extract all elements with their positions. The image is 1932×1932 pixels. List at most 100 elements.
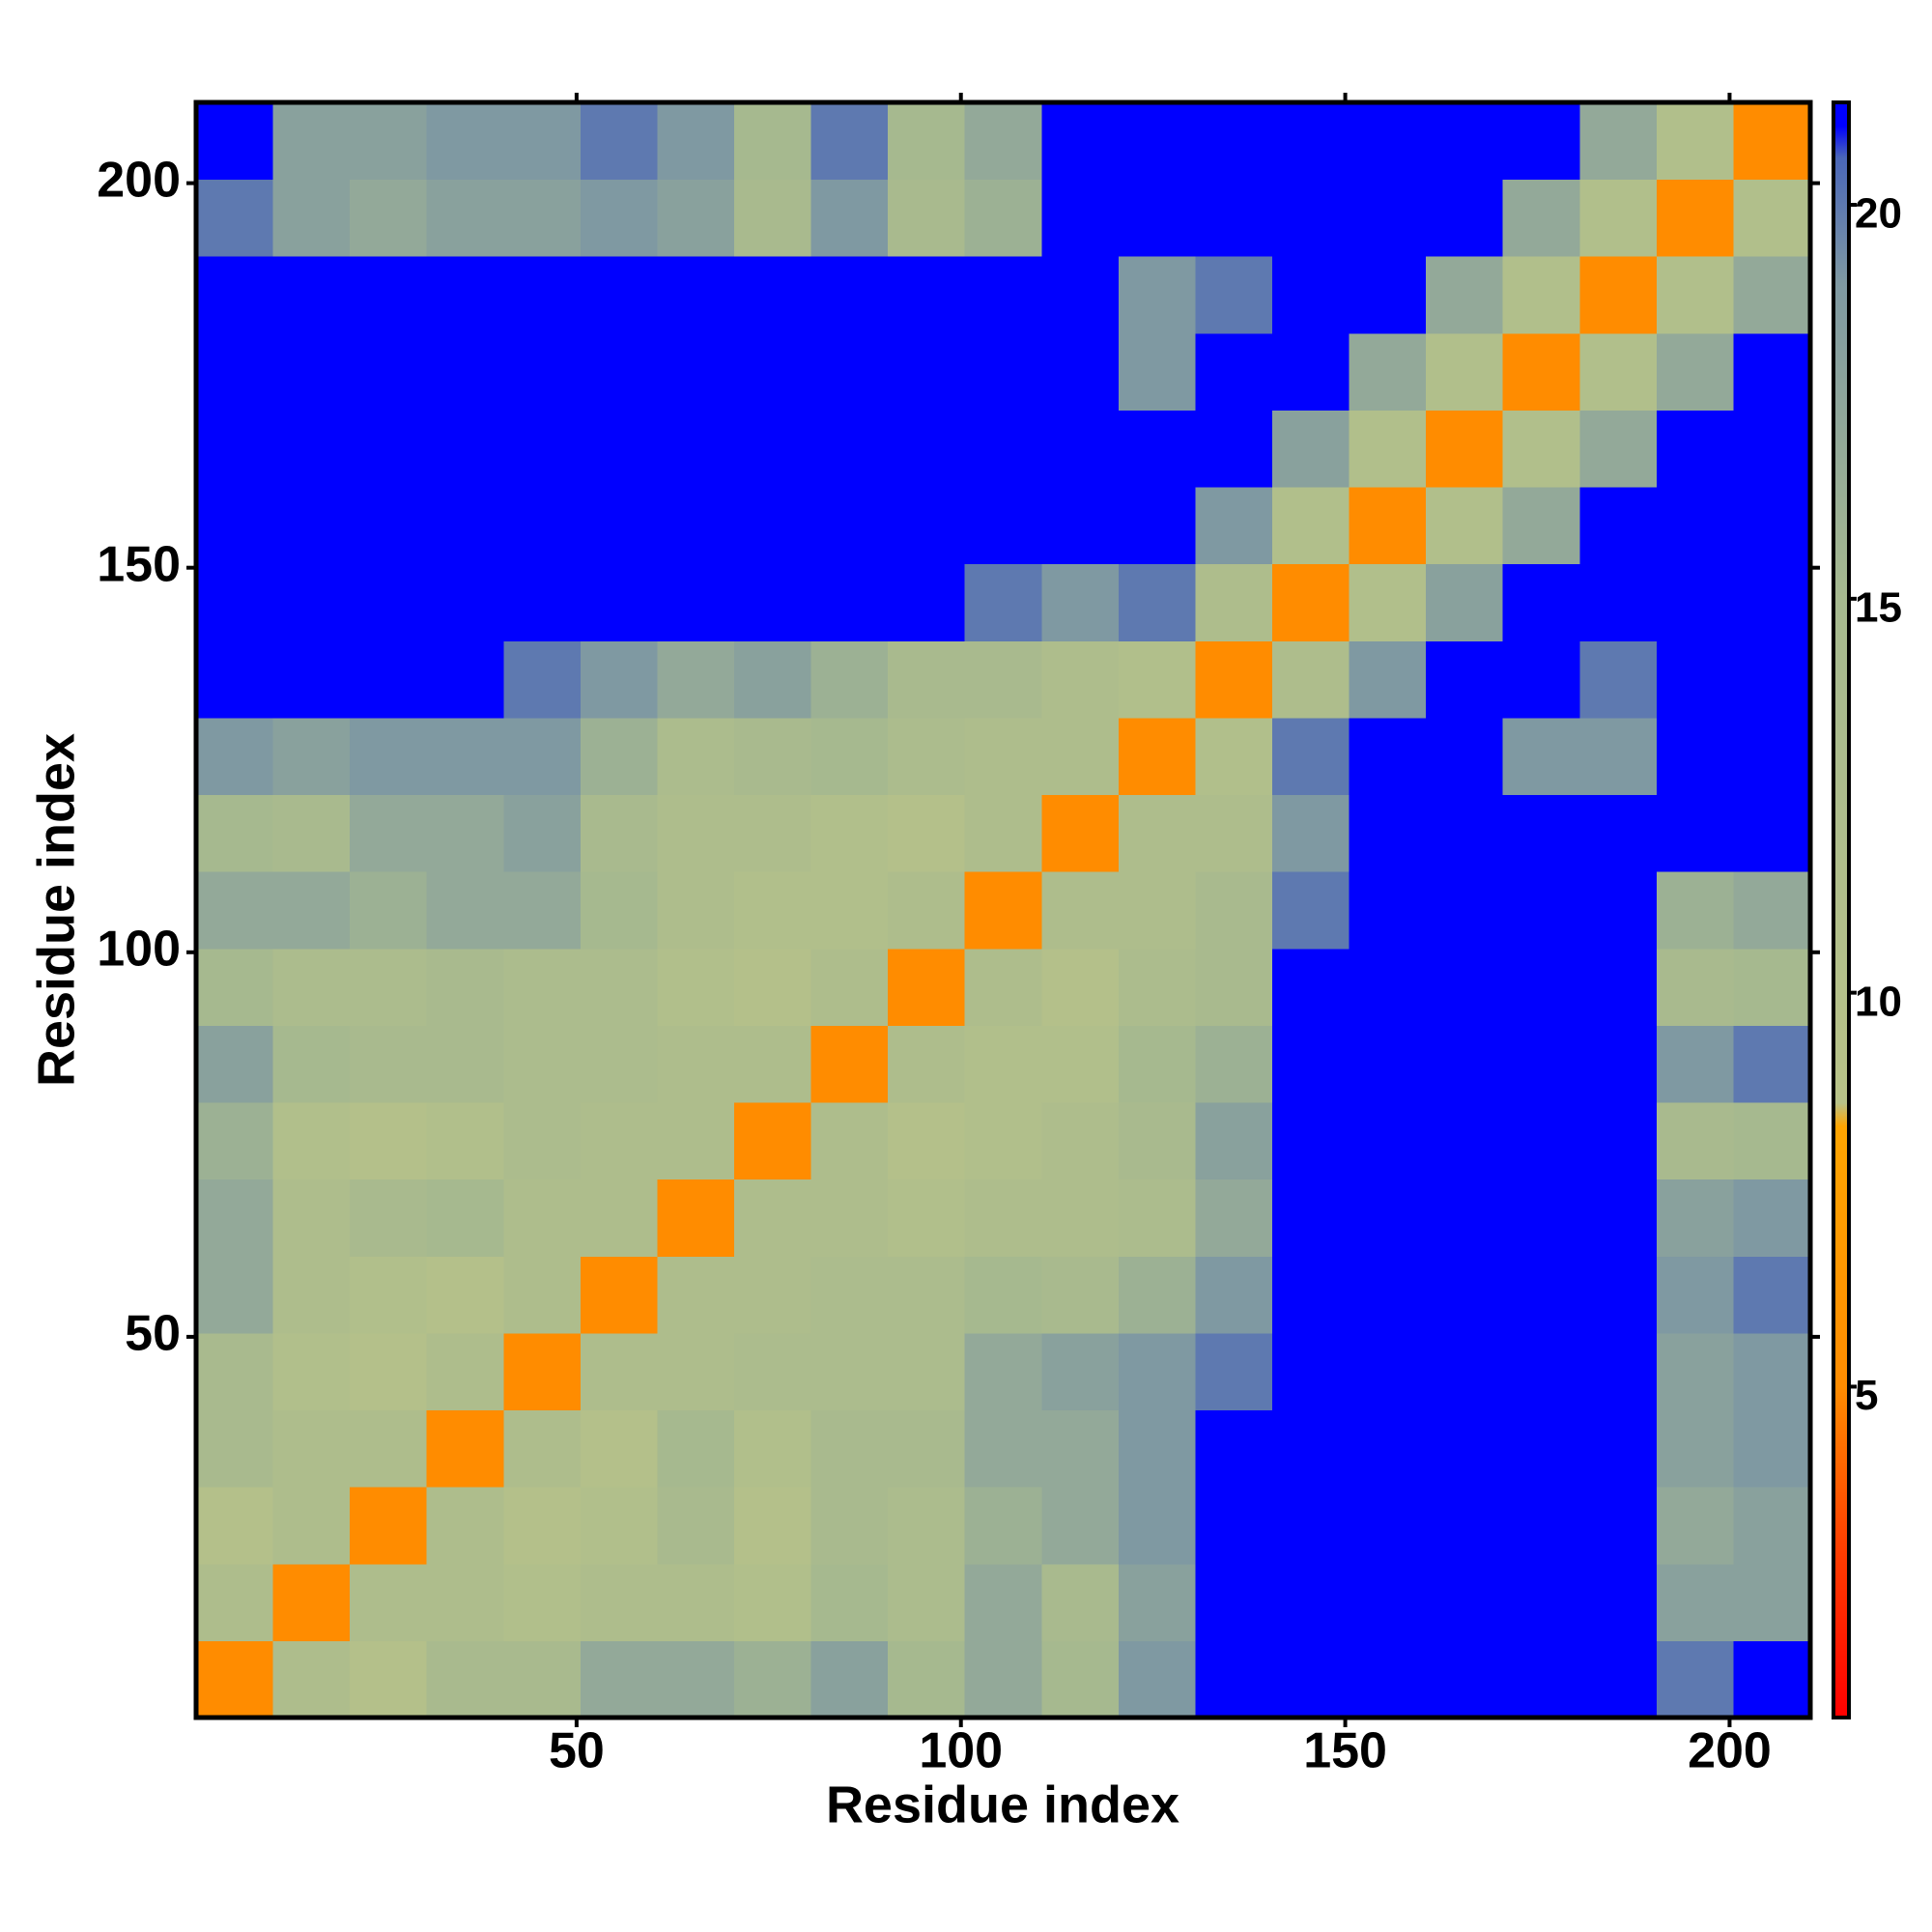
heatmap-cell — [272, 563, 351, 641]
heatmap-cell — [1349, 487, 1427, 565]
heatmap-cell — [888, 1256, 966, 1334]
heatmap-cell — [1426, 1487, 1504, 1565]
heatmap-cell — [426, 1332, 504, 1411]
heatmap-cell — [734, 256, 812, 334]
heatmap-cell — [1426, 102, 1504, 181]
heatmap-cell — [1656, 332, 1734, 411]
heatmap-cell — [810, 1640, 889, 1719]
heatmap-cell — [1579, 1563, 1658, 1641]
heatmap-cell — [580, 563, 658, 641]
heatmap-cell — [503, 1640, 582, 1719]
heatmap-cell — [1272, 717, 1350, 796]
heatmap-cell — [196, 871, 274, 950]
heatmap-cell — [888, 102, 966, 181]
heatmap-cell — [657, 1332, 735, 1411]
heatmap-cell — [888, 1640, 966, 1719]
heatmap-cell — [426, 487, 504, 565]
heatmap-cell — [1579, 1332, 1658, 1411]
heatmap-cell — [888, 1409, 966, 1488]
heatmap-cell — [964, 1640, 1042, 1719]
y-axis-title: Residue index — [27, 733, 85, 1087]
heatmap-cell — [1041, 1025, 1120, 1103]
colorbar-tick-label: 20 — [1855, 190, 1902, 238]
heatmap-cell — [272, 487, 351, 565]
heatmap-cell — [580, 256, 658, 334]
heatmap-cell — [810, 871, 889, 950]
heatmap-cell — [810, 1563, 889, 1641]
heatmap-cell — [196, 1409, 274, 1488]
heatmap-cell — [1733, 332, 1811, 411]
heatmap-cell — [734, 102, 812, 181]
heatmap-cell — [1272, 1487, 1350, 1565]
heatmap-cell — [964, 487, 1042, 565]
heatmap-cell — [1502, 102, 1580, 181]
heatmap-cell — [580, 948, 658, 1026]
heatmap-cell — [272, 410, 351, 488]
heatmap-cell — [1426, 1179, 1504, 1257]
heatmap-cell — [1656, 794, 1734, 872]
heatmap-cell — [1118, 640, 1196, 719]
heatmap-cell — [580, 871, 658, 950]
heatmap-cell — [734, 1102, 812, 1180]
heatmap-cell — [1426, 1409, 1504, 1488]
heatmap-cell — [580, 1179, 658, 1257]
heatmap-cell — [1118, 1025, 1196, 1103]
heatmap-cell — [196, 717, 274, 796]
heatmap-cell — [734, 1179, 812, 1257]
heatmap-cell — [580, 717, 658, 796]
heatmap-cell — [1656, 871, 1734, 950]
heatmap-cell — [1656, 948, 1734, 1026]
heatmap-cell — [272, 1640, 351, 1719]
heatmap-cell — [1041, 794, 1120, 872]
heatmap-cell — [1426, 487, 1504, 565]
y-tick-label: 50 — [125, 1306, 181, 1362]
heatmap-cell — [272, 1409, 351, 1488]
heatmap-cell — [1118, 1102, 1196, 1180]
heatmap-cell — [734, 794, 812, 872]
heatmap-cell — [657, 410, 735, 488]
heatmap-cell — [426, 256, 504, 334]
heatmap-cell — [580, 1102, 658, 1180]
heatmap-cell — [1579, 102, 1658, 181]
heatmap-cell — [1195, 640, 1273, 719]
heatmap-cell — [1118, 102, 1196, 181]
heatmap-cell — [734, 1640, 812, 1719]
heatmap-cell — [810, 640, 889, 719]
heatmap-cell — [964, 1332, 1042, 1411]
heatmap-cell — [1733, 1025, 1811, 1103]
heatmap-cell — [1426, 410, 1504, 488]
heatmap-cell — [1041, 1332, 1120, 1411]
heatmap-cell — [272, 1102, 351, 1180]
heatmap-cell — [1579, 1487, 1658, 1565]
heatmap-cell — [1349, 1025, 1427, 1103]
heatmap-cell — [1502, 1409, 1580, 1488]
heatmap-cell — [196, 948, 274, 1026]
heatmap-cell — [1349, 1332, 1427, 1411]
heatmap-cell — [1195, 1025, 1273, 1103]
heatmap-cell — [196, 179, 274, 257]
heatmap-cell — [1349, 794, 1427, 872]
heatmap-cell — [888, 948, 966, 1026]
heatmap-cell — [888, 256, 966, 334]
heatmap-cell — [1656, 563, 1734, 641]
heatmap-cell — [272, 256, 351, 334]
heatmap-cell — [1426, 332, 1504, 411]
heatmap-cell — [1502, 1332, 1580, 1411]
heatmap-cell — [1195, 794, 1273, 872]
heatmap-cell — [1733, 1332, 1811, 1411]
heatmap-cell — [350, 1256, 428, 1334]
heatmap-cell — [810, 102, 889, 181]
heatmap-cell — [1426, 1332, 1504, 1411]
heatmap-cell — [964, 1256, 1042, 1334]
heatmap-cell — [1733, 179, 1811, 257]
heatmap-cell — [1349, 1409, 1427, 1488]
heatmap-cell — [426, 948, 504, 1026]
heatmap-cell — [888, 1102, 966, 1180]
heatmap-cell — [426, 1487, 504, 1565]
heatmap-cell — [1118, 717, 1196, 796]
heatmap-cell — [503, 1179, 582, 1257]
heatmap-cell — [426, 871, 504, 950]
heatmap-cell — [964, 410, 1042, 488]
heatmap-cell — [1733, 1256, 1811, 1334]
